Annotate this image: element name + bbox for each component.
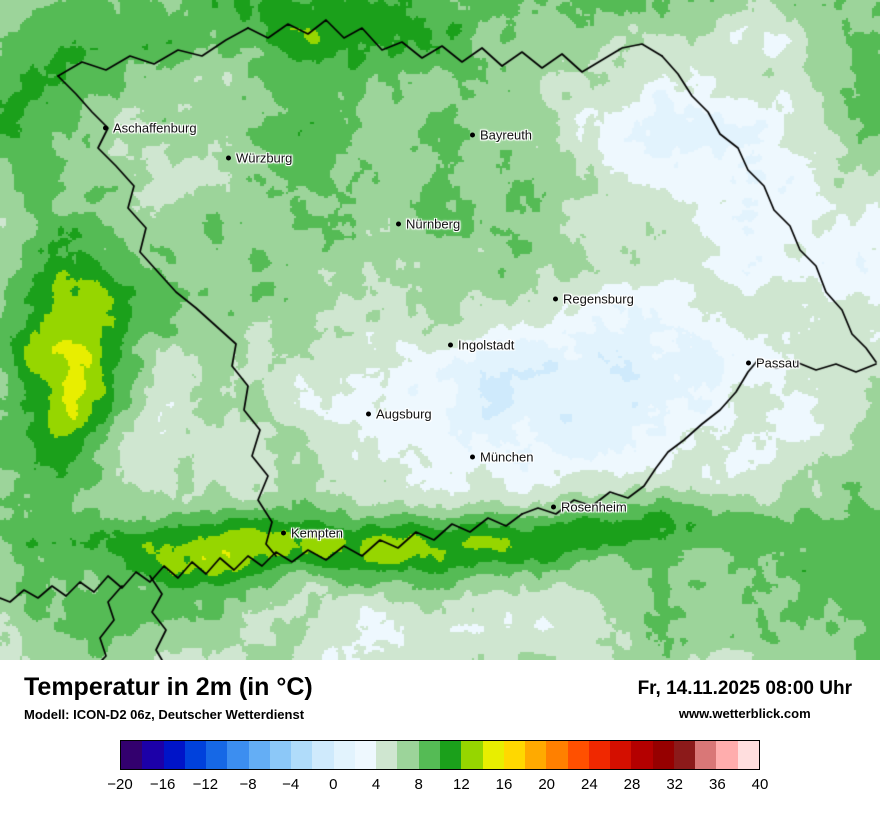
legend-tick: 4	[371, 775, 381, 793]
temperature-legend: −20 −16 −12 −8 −4 0 4 8 12 16 20 24 28 32 36 40	[0, 732, 880, 814]
legend-tick: −8	[239, 775, 257, 793]
legend-cell	[206, 740, 228, 769]
legend-tick: −12	[192, 775, 219, 793]
legend-cell	[312, 740, 334, 769]
legend-cell	[673, 740, 696, 769]
legend-color-bar	[120, 739, 760, 770]
legend-tick: 32	[666, 775, 683, 793]
legend-cell	[184, 740, 207, 769]
legend-tick: 12	[452, 775, 470, 793]
temperature-map-canvas	[0, 0, 880, 660]
legend-cell	[631, 740, 653, 769]
legend-cell	[588, 740, 611, 769]
legend-cell	[248, 740, 270, 769]
legend-cell	[163, 740, 185, 769]
legend-cell	[291, 740, 313, 769]
legend-cell	[695, 740, 717, 769]
legend-cell	[737, 740, 759, 769]
legend-cell	[439, 740, 462, 769]
legend-cell	[652, 740, 674, 769]
legend-cell	[503, 740, 526, 769]
footer-left-column: Temperatur in 2m (in °C) Modell: ICON-D2…	[24, 673, 313, 722]
forecast-datetime: Fr, 14.11.2025 08:00 Uhr	[637, 678, 852, 699]
legend-cell	[142, 740, 164, 769]
legend-cell	[482, 740, 504, 769]
legend-cell	[567, 740, 589, 769]
legend-cell	[121, 740, 143, 769]
website-url: www.wetterblick.com	[678, 706, 811, 721]
legend-cell	[716, 740, 738, 769]
legend-tick: 16	[495, 775, 513, 793]
footer-text-row: Temperatur in 2m (in °C) Modell: ICON-D2…	[0, 660, 880, 722]
legend-cell	[546, 740, 568, 769]
legend-cell	[376, 740, 398, 769]
legend-tick: 40	[751, 775, 769, 793]
map-area: Aschaffenburg Würzburg Bayreuth Nürnberg Reg…	[0, 0, 880, 660]
legend-cell	[227, 740, 249, 769]
legend-tick: 36	[708, 775, 726, 793]
legend-tick: −4	[282, 775, 300, 793]
legend-cell	[418, 740, 440, 769]
legend-tick: 0	[329, 775, 338, 793]
legend-tick: 20	[538, 775, 555, 793]
legend-cell	[525, 740, 547, 769]
legend-tick: −20	[107, 775, 133, 793]
legend-cell	[269, 740, 292, 769]
legend-cell	[461, 740, 483, 769]
model-info: Modell: ICON-D2 06z, Deutscher Wetterdie…	[24, 706, 305, 722]
legend-tick: −16	[149, 775, 176, 793]
page-title: Temperatur in 2m (in °C)	[24, 673, 313, 701]
legend-cell	[610, 740, 632, 769]
legend-tick: 28	[623, 775, 641, 793]
legend-tick: 24	[580, 775, 598, 793]
footer-right-column: Fr, 14.11.2025 08:00 Uhr www.wetterblick…	[638, 678, 852, 721]
legend-cell	[354, 740, 377, 769]
legend-cell	[333, 740, 355, 769]
legend-tick-labels: −20 −16 −12 −8 −4 0 4 8 12 16 20 24 28 32 36 40	[107, 775, 768, 796]
legend-cell	[397, 740, 419, 769]
legend-tick: 8	[414, 775, 423, 793]
footer: Temperatur in 2m (in °C) Modell: ICON-D2…	[0, 660, 880, 830]
